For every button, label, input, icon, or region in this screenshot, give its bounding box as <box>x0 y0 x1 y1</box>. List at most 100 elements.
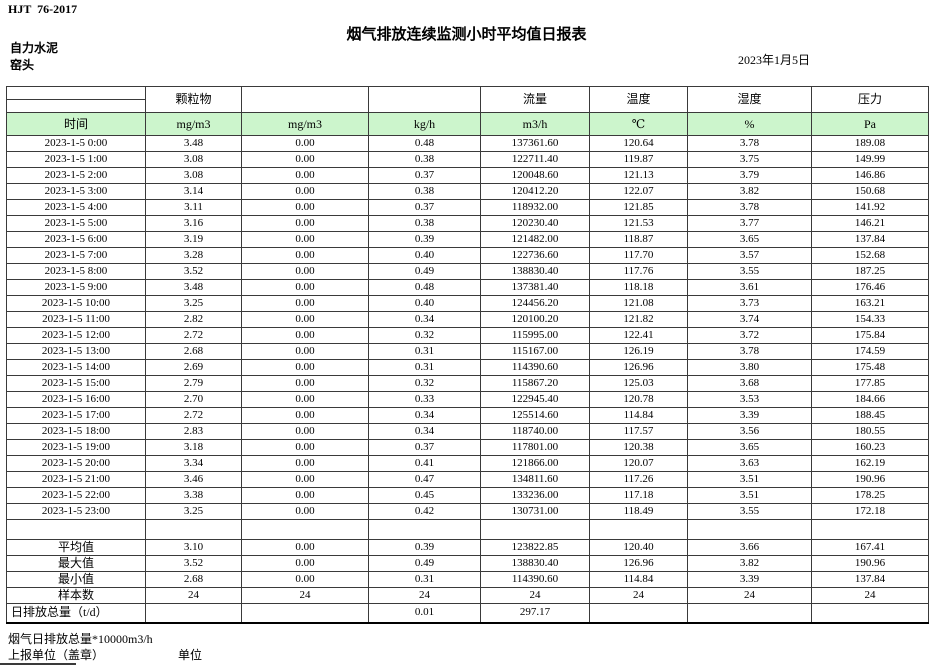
value-cell: 122.07 <box>589 183 688 200</box>
value-cell: 3.52 <box>145 263 242 280</box>
value-cell: 0.00 <box>241 311 369 328</box>
unit-header-cell: mg/m3 <box>145 112 242 136</box>
value-cell: 121.08 <box>589 295 688 312</box>
value-cell: 3.48 <box>145 279 242 296</box>
summary-value: 0.00 <box>241 555 369 572</box>
value-cell: 121866.00 <box>480 455 590 472</box>
pollutant-group-header: 湿度 <box>687 86 812 113</box>
value-cell: 3.68 <box>687 375 812 392</box>
value-cell: 0.37 <box>368 167 481 184</box>
value-cell: 0.00 <box>241 135 369 152</box>
value-cell: 3.57 <box>687 247 812 264</box>
value-cell: 117.76 <box>589 263 688 280</box>
time-column-header: 时间 <box>6 112 146 136</box>
summary-value: 114.84 <box>589 571 688 588</box>
empty-cell <box>811 519 929 540</box>
value-cell: 3.80 <box>687 359 812 376</box>
value-cell: 0.00 <box>241 343 369 360</box>
value-cell: 0.00 <box>241 487 369 504</box>
value-cell: 117.70 <box>589 247 688 264</box>
table-row: 2023-1-5 22:00 3.38 0.00 0.45 133236.00 117.1… <box>6 487 929 504</box>
value-cell: 121.85 <box>589 199 688 216</box>
summary-row: 最小值 2.68 0.00 0.31 114390.60 114.84 3.39 137.84 <box>6 571 929 588</box>
value-cell: 3.72 <box>687 327 812 344</box>
value-cell: 175.48 <box>811 359 929 376</box>
value-cell: 146.21 <box>811 215 929 232</box>
summary-value: 0.00 <box>241 539 369 556</box>
summary-value: 126.96 <box>589 555 688 572</box>
table-row: 2023-1-5 4:00 3.11 0.00 0.37 118932.00 121.85… <box>6 199 929 216</box>
value-cell: 3.79 <box>687 167 812 184</box>
value-cell: 120100.20 <box>480 311 590 328</box>
value-cell: 0.00 <box>241 215 369 232</box>
value-cell: 3.78 <box>687 199 812 216</box>
value-cell: 162.19 <box>811 455 929 472</box>
value-cell: 120.38 <box>589 439 688 456</box>
daily-total-row: 日排放总量（t/d） 0.01 297.17 <box>6 603 929 624</box>
time-cell: 2023-1-5 23:00 <box>6 503 146 520</box>
table-row: 2023-1-5 13:00 2.68 0.00 0.31 115167.00 126.1… <box>6 343 929 360</box>
summary-value: 24 <box>480 587 590 604</box>
summary-value: 3.82 <box>687 555 812 572</box>
value-cell: 122.41 <box>589 327 688 344</box>
summary-value: 24 <box>241 587 369 604</box>
daily-total-value: 0.01 <box>368 603 481 624</box>
value-cell: 160.23 <box>811 439 929 456</box>
summary-value: 24 <box>589 587 688 604</box>
value-cell: 3.82 <box>687 183 812 200</box>
value-cell: 0.49 <box>368 263 481 280</box>
value-cell: 118.87 <box>589 231 688 248</box>
summary-value: 24 <box>811 587 929 604</box>
pollutant-group-header: 压力 <box>811 86 929 113</box>
value-cell: 0.37 <box>368 439 481 456</box>
footnote-flow-total: 烟气日排放总量*10000m3/h <box>8 632 153 646</box>
value-cell: 0.33 <box>368 391 481 408</box>
value-cell: 0.00 <box>241 327 369 344</box>
value-cell: 3.75 <box>687 151 812 168</box>
summary-value: 123822.85 <box>480 539 590 556</box>
value-cell: 138830.40 <box>480 263 590 280</box>
value-cell: 114.84 <box>589 407 688 424</box>
value-cell: 141.92 <box>811 199 929 216</box>
table-row: 2023-1-5 23:00 3.25 0.00 0.42 130731.00 118.4… <box>6 503 929 520</box>
value-cell: 125.03 <box>589 375 688 392</box>
empty-cell <box>480 519 590 540</box>
value-cell: 124456.20 <box>480 295 590 312</box>
value-cell: 117.26 <box>589 471 688 488</box>
value-cell: 115867.20 <box>480 375 590 392</box>
value-cell: 3.48 <box>145 135 242 152</box>
value-cell: 163.21 <box>811 295 929 312</box>
value-cell: 0.00 <box>241 439 369 456</box>
value-cell: 3.51 <box>687 487 812 504</box>
company-name: 自力水泥 <box>10 41 59 55</box>
pollutant-group-header <box>241 86 369 113</box>
value-cell: 176.46 <box>811 279 929 296</box>
value-cell: 180.55 <box>811 423 929 440</box>
value-cell: 174.59 <box>811 343 929 360</box>
value-cell: 118.18 <box>589 279 688 296</box>
summary-value: 138830.40 <box>480 555 590 572</box>
footnote-unit: 单位 <box>178 648 203 662</box>
value-cell: 122945.40 <box>480 391 590 408</box>
time-cell: 2023-1-5 3:00 <box>6 183 146 200</box>
empty-cell <box>368 519 481 540</box>
value-cell: 3.78 <box>687 135 812 152</box>
pollutant-group-header <box>368 86 481 113</box>
value-cell: 190.96 <box>811 471 929 488</box>
time-cell: 2023-1-5 18:00 <box>6 423 146 440</box>
value-cell: 2.72 <box>145 407 242 424</box>
value-cell: 0.40 <box>368 295 481 312</box>
unit-header-cell: ℃ <box>589 112 688 136</box>
value-cell: 3.08 <box>145 151 242 168</box>
table-row: 2023-1-5 0:00 3.48 0.00 0.48 137361.60 120.64… <box>6 135 929 152</box>
time-header-upper <box>6 86 146 100</box>
value-cell: 172.18 <box>811 503 929 520</box>
unit-header-cell: kg/h <box>368 112 481 136</box>
value-cell: 3.65 <box>687 231 812 248</box>
value-cell: 120.07 <box>589 455 688 472</box>
table-row: 2023-1-5 7:00 3.28 0.00 0.40 122736.60 117.70… <box>6 247 929 264</box>
time-cell: 2023-1-5 11:00 <box>6 311 146 328</box>
time-cell: 2023-1-5 12:00 <box>6 327 146 344</box>
value-cell: 0.00 <box>241 391 369 408</box>
time-cell: 2023-1-5 19:00 <box>6 439 146 456</box>
